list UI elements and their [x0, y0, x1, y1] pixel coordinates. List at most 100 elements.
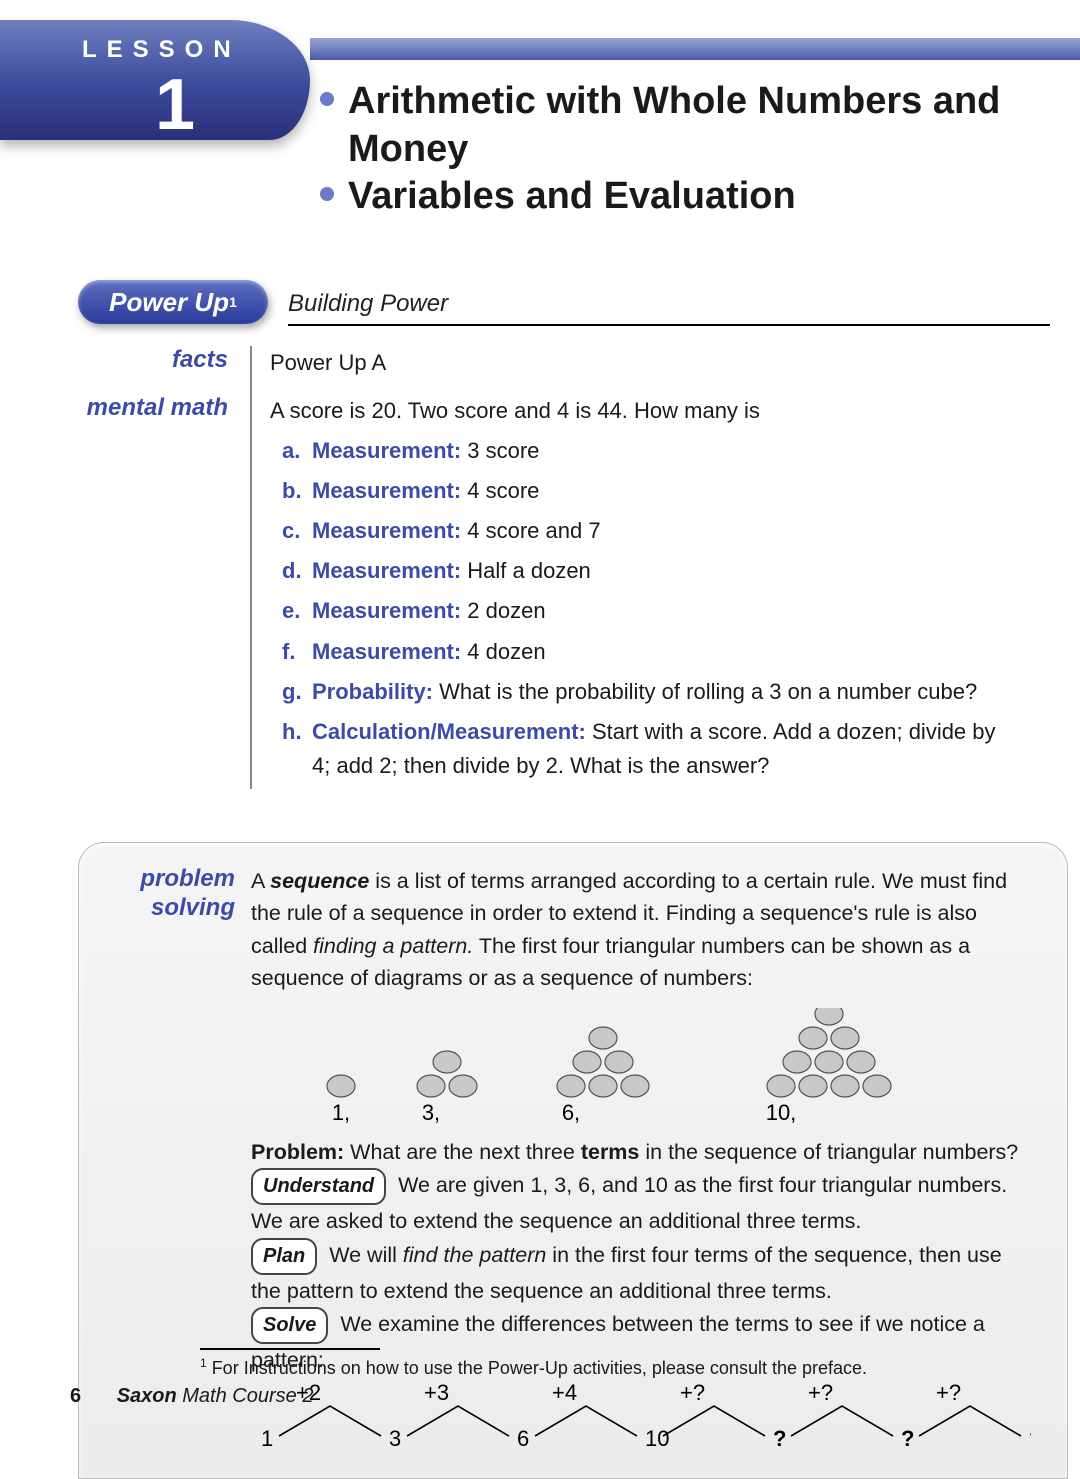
seq-delta: +? — [808, 1384, 833, 1405]
arc-sequence: 13610???+2+3+4+?+?+? — [251, 1384, 1031, 1454]
mental-label: mental math — [0, 394, 250, 789]
item-text: 4 dozen — [461, 639, 545, 664]
mental-intro: A score is 20. Two score and 4 is 44. Ho… — [270, 394, 1010, 428]
triangle-dot — [417, 1075, 445, 1097]
mental-item: g.Probability: What is the probability o… — [282, 675, 1010, 709]
item-text: 2 dozen — [461, 598, 545, 623]
book-title-rest: Math Course 2 — [177, 1385, 314, 1407]
powerup-rule — [288, 324, 1050, 326]
triangle-label: 3, — [422, 1100, 440, 1125]
item-body: Measurement: 4 score — [308, 474, 539, 508]
page-footer: 6 Saxon Math Course 2 — [70, 1385, 313, 1408]
powerup-subtitle: Building Power — [288, 290, 448, 318]
triangle-dot — [815, 1051, 843, 1073]
footnote-rule — [200, 1348, 380, 1350]
item-text: Half a dozen — [461, 558, 591, 583]
body: facts Power Up A mental math A score is … — [0, 346, 1050, 789]
banner-stripe — [310, 38, 1080, 60]
item-letter: f. — [282, 635, 308, 669]
triangle-dot — [621, 1075, 649, 1097]
facts-content: Power Up A — [270, 346, 1050, 394]
seq-term: 10 — [645, 1426, 669, 1451]
bullet-icon — [320, 187, 334, 201]
triangle-label: 6, — [562, 1100, 580, 1125]
triangle-dot — [449, 1075, 477, 1097]
item-body: Measurement: 3 score — [308, 434, 539, 468]
item-body: Probability: What is the probability of … — [308, 675, 977, 709]
mental-list: a.Measurement: 3 scoreb.Measurement: 4 s… — [270, 434, 1010, 783]
triangle-dot — [327, 1075, 355, 1097]
seq-term: ? — [1029, 1426, 1031, 1451]
item-text: 3 score — [461, 438, 539, 463]
mental-item: b.Measurement: 4 score — [282, 474, 1010, 508]
item-category: Measurement: — [312, 438, 461, 463]
mental-item: f.Measurement: 4 dozen — [282, 635, 1010, 669]
seq-arc — [919, 1406, 1021, 1436]
triangle-dot — [799, 1075, 827, 1097]
seq-arc — [279, 1406, 381, 1436]
item-body: Measurement: Half a dozen — [308, 554, 591, 588]
solve-tag: Solve — [251, 1307, 328, 1344]
triangle-dot — [847, 1051, 875, 1073]
item-category: Measurement: — [312, 639, 461, 664]
lesson-header: LESSON 1 Arithmetic with Whole Numbers a… — [0, 0, 1080, 190]
powerup-pill: Power Up1 — [78, 280, 268, 324]
mental-item: a.Measurement: 3 score — [282, 434, 1010, 468]
item-letter: g. — [282, 675, 308, 709]
seq-arc — [407, 1406, 509, 1436]
item-body: Measurement: 4 score and 7 — [308, 514, 601, 548]
page-number: 6 — [70, 1385, 81, 1407]
triangle-dot — [767, 1075, 795, 1097]
divider — [250, 394, 252, 789]
mental-content: A score is 20. Two score and 4 is 44. Ho… — [270, 394, 1050, 789]
triangle-dot — [831, 1027, 859, 1049]
seq-delta: +? — [936, 1384, 961, 1405]
seq-term: 3 — [389, 1426, 401, 1451]
item-letter: d. — [282, 554, 308, 588]
item-text: 4 score — [461, 478, 539, 503]
lesson-label: LESSON — [82, 36, 241, 64]
seq-term: ? — [901, 1426, 914, 1451]
bullet-icon — [320, 92, 334, 106]
seq-delta: +? — [680, 1384, 705, 1405]
mental-section: mental math A score is 20. Two score and… — [0, 394, 1050, 789]
problem-label: problem solving — [79, 865, 251, 923]
item-category: Measurement: — [312, 558, 461, 583]
item-letter: h. — [282, 715, 308, 783]
item-body: Measurement: 4 dozen — [308, 635, 546, 669]
triangle-dot — [557, 1075, 585, 1097]
seq-delta: +3 — [424, 1384, 449, 1405]
mental-item: e.Measurement: 2 dozen — [282, 594, 1010, 628]
triangle-dot — [863, 1075, 891, 1097]
mental-item: d.Measurement: Half a dozen — [282, 554, 1010, 588]
triangular-figures: 1,3,6,10, — [251, 1008, 1031, 1128]
seq-delta: +4 — [552, 1384, 577, 1405]
lesson-title-2: Variables and Evaluation — [348, 173, 796, 221]
triangle-dot — [573, 1051, 601, 1073]
divider — [250, 346, 252, 394]
triangle-dot — [815, 1008, 843, 1025]
seq-arc — [535, 1406, 637, 1436]
item-text: What is the probability of rolling a 3 o… — [433, 679, 977, 704]
lesson-titles: Arithmetic with Whole Numbers and Money … — [320, 78, 1080, 221]
triangle-dot — [783, 1051, 811, 1073]
footnote: 1 For Instructions on how to use the Pow… — [200, 1356, 867, 1379]
triangle-dot — [799, 1027, 827, 1049]
facts-section: facts Power Up A — [0, 346, 1050, 394]
item-letter: b. — [282, 474, 308, 508]
item-text: 4 score and 7 — [461, 518, 600, 543]
powerup-pill-sup: 1 — [229, 294, 237, 310]
plan-step: Plan We will find the pattern in the fir… — [251, 1238, 1031, 1307]
powerup-header: Power Up1 Building Power — [78, 280, 1050, 328]
item-category: Calculation/Measurement: — [312, 719, 586, 744]
book-title-bold: Saxon — [117, 1385, 177, 1407]
triangle-dot — [589, 1027, 617, 1049]
lesson-number: 1 — [155, 64, 195, 146]
item-body: Calculation/Measurement: Start with a sc… — [308, 715, 1010, 783]
triangular-svg: 1,3,6,10, — [251, 1008, 1011, 1128]
powerup-pill-text: Power Up — [109, 287, 229, 318]
item-category: Measurement: — [312, 598, 461, 623]
triangle-dot — [831, 1075, 859, 1097]
seq-term: 6 — [517, 1426, 529, 1451]
item-category: Measurement: — [312, 518, 461, 543]
